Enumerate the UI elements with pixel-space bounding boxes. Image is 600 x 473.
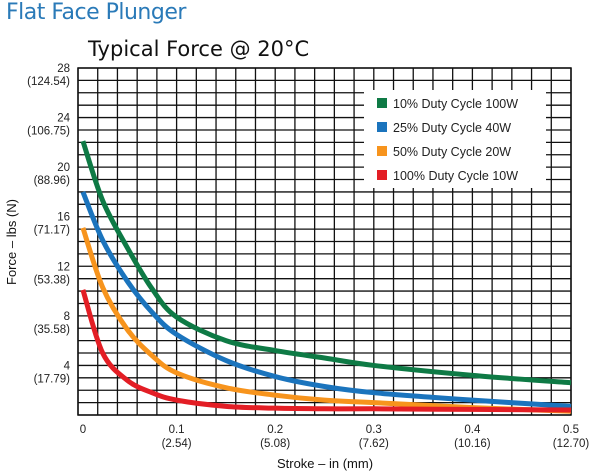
x-tick-sublabel: (12.70) (553, 438, 590, 450)
y-tick-sublabel: (88.96) (34, 175, 71, 187)
series-line-1 (80, 190, 572, 409)
y-tick-sublabel: (35.58) (34, 324, 71, 336)
legend-label-2: 50% Duty Cycle 20W (393, 145, 511, 159)
y-tick-sublabel: (17.79) (34, 373, 71, 385)
legend-box (364, 90, 546, 188)
y-tick-label: 4 (64, 360, 71, 372)
x-axis-label: Stroke – in (mm) (277, 456, 373, 471)
x-tick-label: 0 (80, 424, 86, 436)
y-tick-label: 20 (57, 162, 70, 174)
legend-swatch-0 (377, 98, 387, 108)
series-line-2 (80, 227, 572, 414)
y-tick-label: 24 (57, 113, 70, 125)
x-tick-label: 0.1 (169, 424, 185, 436)
x-tick-sublabel: (7.62) (359, 438, 389, 450)
x-tick-sublabel: (10.16) (454, 438, 491, 450)
x-tick-sublabel: (2.54) (162, 438, 192, 450)
legend-label-0: 10% Duty Cycle 100W (393, 97, 518, 111)
y-axis-label: Force – lbs (N) (4, 199, 19, 285)
y-tick-label: 12 (57, 261, 70, 273)
legend-swatch-2 (377, 146, 387, 156)
y-tick-label: 8 (64, 311, 70, 323)
x-tick-label: 0.4 (464, 424, 481, 436)
legend-swatch-3 (377, 170, 387, 180)
y-tick-sublabel: (71.17) (34, 225, 71, 237)
x-tick-sublabel: (5.08) (260, 438, 290, 450)
x-tick-label: 0.5 (563, 424, 579, 436)
y-tick-sublabel: (53.38) (34, 274, 71, 286)
y-tick-label: 28 (57, 63, 70, 75)
legend-label-1: 25% Duty Cycle 40W (393, 121, 511, 135)
series-line-0 (80, 140, 572, 386)
page-title: Flat Face Plunger (6, 0, 186, 25)
legend-label-3: 100% Duty Cycle 10W (393, 169, 518, 183)
x-tick-label: 0.3 (366, 424, 382, 436)
x-tick-label: 0.2 (267, 424, 283, 436)
y-tick-sublabel: (106.75) (27, 126, 70, 138)
series-line-3 (80, 289, 572, 413)
chart-title: Typical Force @ 20°C (87, 37, 309, 61)
legend-swatch-1 (377, 122, 387, 132)
y-tick-sublabel: (124.54) (27, 76, 70, 88)
legend: 10% Duty Cycle 100W 25% Duty Cycle 40W 50%… (364, 90, 546, 188)
y-tick-label: 16 (57, 212, 70, 224)
series-lines (80, 140, 572, 414)
axis-ticks: 0 0.1 (2.54) 0.2 (5.08) 0.3 (7.62) 0.4 (10.16) 0.… (27, 63, 589, 450)
